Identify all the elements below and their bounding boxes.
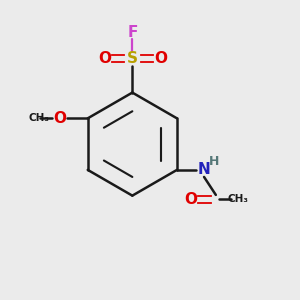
Text: F: F (127, 25, 137, 40)
Text: O: O (154, 51, 167, 66)
Text: O: O (98, 51, 111, 66)
Text: H: H (208, 155, 219, 168)
Text: N: N (198, 162, 210, 177)
Text: O: O (53, 111, 66, 126)
Text: O: O (184, 192, 197, 207)
Text: CH₃: CH₃ (227, 194, 248, 204)
Text: S: S (127, 51, 138, 66)
Text: CH₃: CH₃ (28, 113, 49, 123)
